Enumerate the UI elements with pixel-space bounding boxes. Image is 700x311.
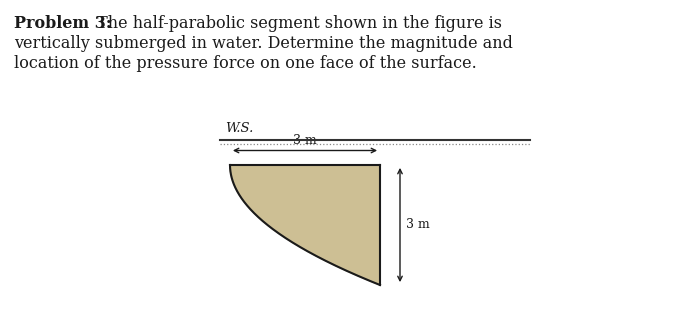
- Text: vertically submerged in water. Determine the magnitude and: vertically submerged in water. Determine…: [14, 35, 513, 52]
- Text: W.S.: W.S.: [225, 122, 253, 135]
- Polygon shape: [230, 165, 380, 285]
- Text: location of the pressure force on one face of the surface.: location of the pressure force on one fa…: [14, 55, 477, 72]
- Text: The half-parabolic segment shown in the figure is: The half-parabolic segment shown in the …: [92, 15, 502, 32]
- Text: Problem 3:: Problem 3:: [14, 15, 112, 32]
- Text: 3 m: 3 m: [293, 133, 317, 146]
- Text: 3 m: 3 m: [406, 219, 430, 231]
